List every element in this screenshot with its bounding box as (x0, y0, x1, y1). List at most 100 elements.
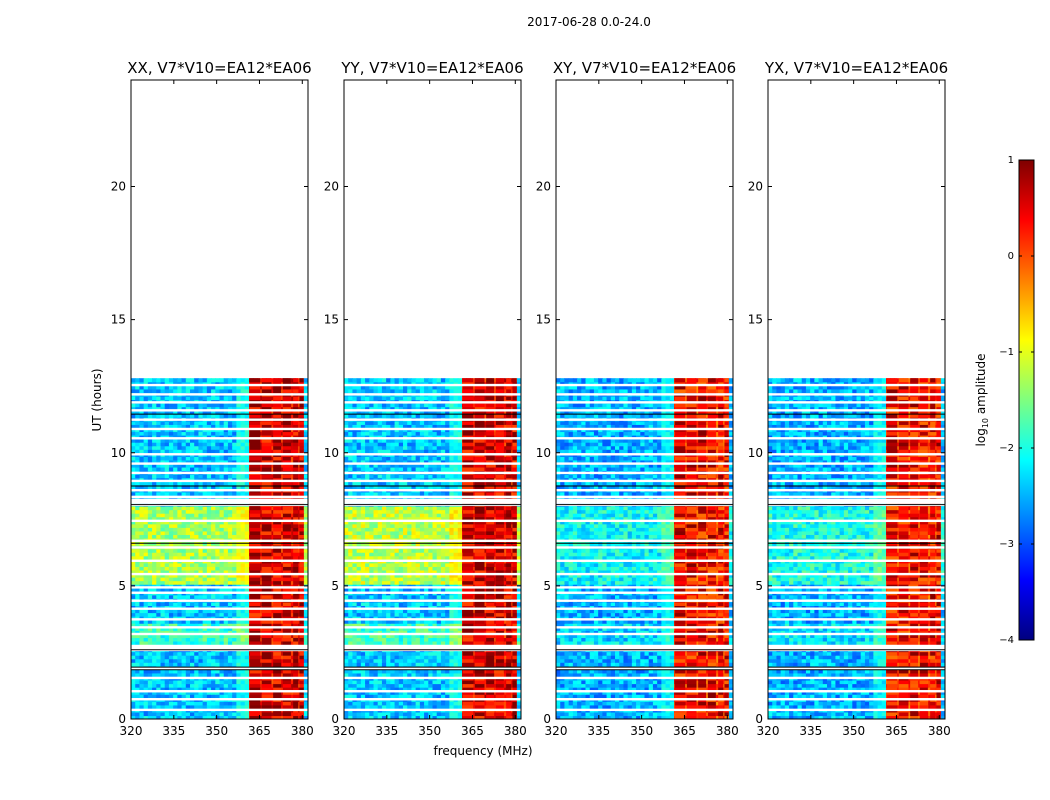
hot-cell (273, 484, 282, 489)
hot-cell (261, 587, 272, 592)
heatmap-cell (198, 573, 204, 578)
heatmap-cell (373, 690, 379, 695)
heatmap-cell (303, 484, 308, 489)
heatmap-cell (270, 431, 275, 436)
heatmap-cell (194, 523, 200, 528)
heatmap-cell (160, 662, 166, 667)
heatmap-cell (185, 623, 191, 628)
heatmap-cell (135, 509, 141, 514)
heatmap-cell (236, 395, 242, 401)
heatmap-cell (369, 690, 375, 695)
heatmap-cell (270, 662, 275, 667)
heatmap-cell (270, 456, 275, 461)
heatmap-cell (131, 658, 136, 663)
heatmap-cell (232, 587, 237, 592)
heatmap-cell (135, 474, 141, 479)
heatmap-cell (223, 655, 229, 660)
heatmap-cell (164, 658, 170, 663)
hot-cell (249, 651, 261, 656)
hot-cell (249, 555, 261, 560)
hot-cell (299, 523, 304, 528)
heatmap-cell (177, 442, 183, 447)
hot-cell (273, 711, 282, 717)
hot-cell (299, 569, 304, 575)
data-gap (131, 471, 308, 475)
hot-cell (249, 669, 261, 674)
heatmap-cell (190, 555, 195, 560)
heatmap-cell (164, 530, 170, 535)
heatmap-cell (173, 584, 178, 589)
heatmap-cell (152, 704, 157, 709)
heatmap-cell (156, 683, 162, 688)
heatmap-cell (164, 690, 170, 695)
heatmap-cell (131, 410, 136, 415)
heatmap-cell (173, 381, 178, 386)
heatmap-cell (415, 701, 421, 706)
heatmap-cell (211, 509, 216, 514)
heatmap-cell (164, 637, 170, 642)
heatmap-cell (215, 619, 221, 624)
heatmap-cell (185, 506, 191, 511)
heatmap-cell (215, 658, 221, 663)
heatmap-cell (227, 612, 233, 617)
heatmap-cell (223, 552, 229, 557)
heatmap-cell (232, 616, 237, 621)
heatmap-cell (143, 573, 149, 578)
heatmap-cell (303, 509, 308, 514)
heatmap-cell (143, 506, 149, 511)
heatmap-cell (227, 619, 233, 624)
hot-cell (261, 637, 272, 642)
hot-cell (249, 431, 261, 436)
heatmap-cell (215, 413, 221, 418)
data-gap (131, 676, 308, 680)
heatmap-cell (223, 569, 229, 575)
heatmap-cell (483, 711, 488, 717)
heatmap-cell (240, 413, 246, 418)
heatmap-cell (152, 584, 157, 589)
heatmap-cell (232, 619, 237, 624)
heatmap-cell (177, 687, 183, 692)
heatmap-cell (202, 715, 208, 719)
heatmap-cell (223, 509, 229, 514)
data-gap (131, 479, 308, 483)
heatmap-cell (390, 701, 396, 706)
heatmap-cell (232, 431, 237, 436)
heatmap-cell (240, 651, 246, 656)
heatmap-cell (177, 506, 183, 511)
heatmap-cell (394, 694, 400, 699)
heatmap-cell (303, 381, 308, 386)
heatmap-cell (244, 420, 250, 425)
heatmap-cell (240, 605, 246, 610)
heatmap-cell (139, 619, 145, 624)
heatmap-cell (236, 410, 242, 415)
heatmap-cell (156, 530, 162, 535)
hot-cell (282, 456, 291, 461)
heatmap-cell (211, 403, 216, 408)
heatmap-cell (211, 513, 216, 518)
heatmap-cell (240, 694, 246, 699)
heatmap-cell (236, 445, 242, 450)
heatmap-cell (223, 420, 229, 425)
heatmap-cell (223, 523, 229, 528)
heatmap-cell (185, 509, 191, 514)
hot-cell (282, 637, 291, 642)
heatmap-cell (190, 573, 195, 578)
hot-cell (293, 612, 299, 617)
hot-cell (282, 694, 291, 699)
heatmap-cell (190, 445, 195, 450)
heatmap-cell (160, 612, 166, 617)
hot-cell (249, 406, 261, 411)
heatmap-cell (227, 449, 233, 454)
heatmap-cell (156, 445, 162, 450)
heatmap-cell (181, 520, 187, 525)
heatmap-cell (152, 715, 157, 719)
heatmap-cell (223, 640, 229, 646)
heatmap-cell (206, 435, 212, 440)
hot-cell (249, 605, 261, 610)
heatmap-cell (147, 569, 153, 575)
heatmap-cell (202, 552, 208, 557)
heatmap-cell (303, 573, 308, 578)
heatmap-cell (407, 690, 413, 695)
heatmap-cell (202, 637, 208, 642)
hot-cell (293, 584, 299, 589)
